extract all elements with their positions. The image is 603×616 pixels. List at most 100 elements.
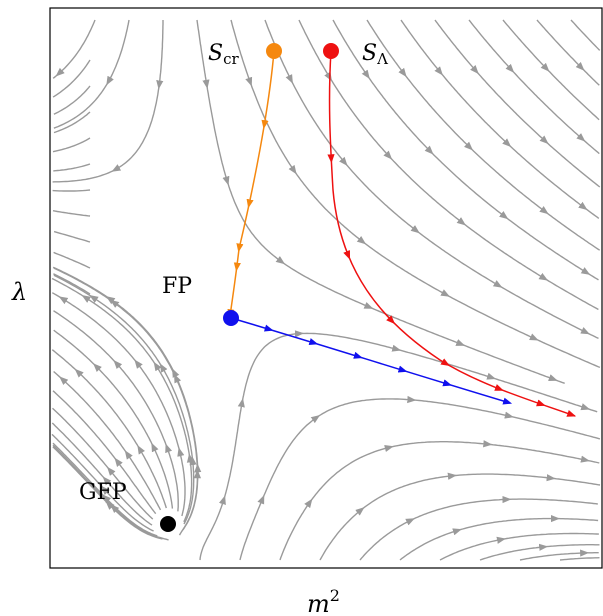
streamline-arrow <box>124 450 133 460</box>
streamline-arrow <box>464 141 474 151</box>
streamline-arrow <box>165 443 173 454</box>
streamline-arrow <box>434 66 443 76</box>
streamline-arrow <box>174 373 182 384</box>
trajectory-arrows <box>227 119 577 417</box>
streamline-arrow <box>93 363 102 373</box>
streamline-arrow <box>222 175 230 186</box>
streamline-arrow <box>492 280 503 288</box>
streamline-arrow <box>440 289 450 297</box>
trajectory-arrow <box>397 365 408 373</box>
trajectory-arrow <box>386 315 396 325</box>
streamline-arrow <box>177 447 185 457</box>
streamline-arrow <box>405 518 415 526</box>
streamline <box>52 407 154 520</box>
fp-label: FP <box>162 274 192 299</box>
streamline-arrow <box>575 61 585 71</box>
streamline <box>52 210 91 217</box>
s-lambda-point <box>323 43 339 59</box>
streamline-arrow <box>310 414 321 424</box>
streamline <box>53 85 91 115</box>
streamline-arrow <box>159 363 168 373</box>
y-axis-label: λ <box>11 278 27 306</box>
fp-point <box>223 310 239 326</box>
streamline-arrow <box>410 225 420 234</box>
s-cr-point <box>266 43 282 59</box>
streamline-arrow <box>59 376 69 386</box>
streamline-arrow <box>102 494 112 504</box>
streamline-arrow <box>288 164 297 175</box>
streamline-arrow <box>539 205 549 215</box>
streamline <box>51 433 154 532</box>
gfp-label: GFP <box>79 480 127 505</box>
streamline-arrow <box>424 145 434 155</box>
streamline <box>51 292 186 517</box>
x-axis-label: m2 <box>307 586 340 616</box>
trajectory-arrow <box>263 324 274 332</box>
streamline-arrow <box>580 326 590 335</box>
streamline <box>239 398 601 561</box>
streamline-arrow <box>114 457 123 468</box>
streamline-arrow <box>304 498 313 509</box>
streamline <box>400 19 600 219</box>
streamline-arrow <box>151 442 159 453</box>
s-cr-label: Scr <box>208 41 239 68</box>
streamline-arrow <box>486 372 496 380</box>
trajectory-arrow <box>343 250 351 260</box>
streamline-arrow <box>81 295 92 303</box>
s-lambda-label: SΛ <box>362 41 388 68</box>
streamline-arrow <box>275 256 286 265</box>
trajectory-arrow <box>353 351 363 359</box>
streamline <box>199 332 598 561</box>
streamline <box>399 517 599 561</box>
streamline <box>468 19 600 155</box>
streamline <box>559 557 600 561</box>
streamline <box>52 390 157 515</box>
streamline <box>439 532 599 561</box>
streamline-arrow <box>218 495 226 506</box>
streamline-arrow <box>110 299 120 308</box>
streamline <box>536 19 600 86</box>
s-cr-trajectory <box>229 50 275 317</box>
streamline-arrow <box>540 62 550 72</box>
streamline-arrow <box>107 466 116 476</box>
streamline-arrow <box>285 74 293 84</box>
streamline-arrow <box>578 201 588 211</box>
streamlines <box>51 19 601 561</box>
streamline-arrow <box>105 500 115 510</box>
streamline-arrow <box>580 267 591 275</box>
streamline-arrow <box>391 344 402 352</box>
streamline <box>52 137 91 153</box>
streamline-arrow <box>111 164 122 172</box>
streamline-arrow <box>499 210 509 220</box>
streamline-arrow <box>538 272 549 281</box>
streamline <box>434 19 601 188</box>
streamline-arrow <box>576 133 586 142</box>
streamline-arrow <box>539 135 549 145</box>
streamline-arrow <box>502 138 512 148</box>
trajectory-arrow <box>536 399 546 407</box>
trajectory-arrow <box>566 409 577 417</box>
streamline-arrow <box>580 403 591 411</box>
trajectory-arrow <box>442 379 453 387</box>
streamline-arrow <box>137 444 145 455</box>
streamline-arrow <box>470 64 479 75</box>
streamline <box>196 19 565 384</box>
streamline-arrow <box>102 476 112 486</box>
streamline-arrow <box>58 296 69 305</box>
streamline-arrow <box>505 63 515 73</box>
streamline <box>52 189 91 192</box>
streamline <box>51 422 153 526</box>
streamline-arrow <box>398 67 407 78</box>
streamline-arrow <box>355 507 365 516</box>
trajectory-arrow <box>494 384 504 391</box>
streamline <box>51 277 193 523</box>
streamline-arrow <box>384 444 394 452</box>
streamline-arrow <box>55 67 65 77</box>
streamline <box>53 310 179 512</box>
streamline-arrow <box>74 368 84 378</box>
streamline-arrow <box>452 528 462 536</box>
streamline <box>570 19 601 51</box>
streamline <box>53 163 91 172</box>
streamline-arrow <box>153 361 162 372</box>
